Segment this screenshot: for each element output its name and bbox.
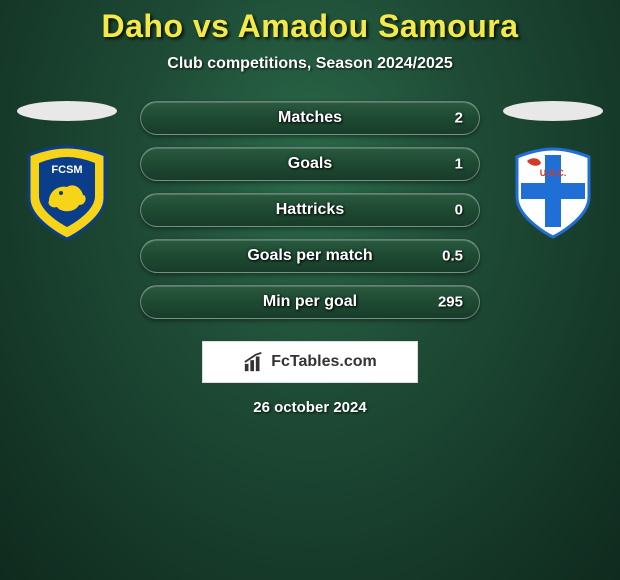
- usc-badge-icon: U.S.C.: [503, 143, 603, 243]
- stat-row-goals: Goals 1: [140, 147, 480, 181]
- attribution-text: FcTables.com: [271, 353, 377, 371]
- main-area: FCSM Matches 2 Goals 1 Hattricks 0 Goals: [0, 101, 620, 319]
- stat-value-right: 0: [455, 202, 463, 219]
- stats-column: Matches 2 Goals 1 Hattricks 0 Goals per …: [140, 101, 480, 319]
- stat-value-right: 2: [455, 110, 463, 127]
- stat-row-goals-per-match: Goals per match 0.5: [140, 239, 480, 273]
- club-badge-right: U.S.C.: [503, 143, 603, 243]
- subtitle: Club competitions, Season 2024/2025: [0, 55, 620, 73]
- svg-text:FCSM: FCSM: [51, 164, 82, 176]
- player-left-column: FCSM: [12, 101, 122, 243]
- date-line: 26 october 2024: [0, 399, 620, 416]
- stat-value-right: 0.5: [442, 248, 463, 265]
- stat-row-matches: Matches 2: [140, 101, 480, 135]
- page-title: Daho vs Amadou Samoura: [0, 8, 620, 45]
- stat-label: Matches: [278, 109, 342, 127]
- stat-label: Goals: [288, 155, 332, 173]
- club-badge-left: FCSM: [17, 143, 117, 243]
- stat-label: Goals per match: [247, 247, 372, 265]
- comparison-card: Daho vs Amadou Samoura Club competitions…: [0, 0, 620, 416]
- svg-text:U.S.C.: U.S.C.: [540, 168, 567, 178]
- stat-value-right: 295: [438, 294, 463, 311]
- fcsm-badge-icon: FCSM: [17, 143, 117, 243]
- attribution-box[interactable]: FcTables.com: [202, 341, 418, 383]
- player-left-silhouette: [17, 101, 117, 121]
- player-right-silhouette: [503, 101, 603, 121]
- stat-row-min-per-goal: Min per goal 295: [140, 285, 480, 319]
- stat-label: Min per goal: [263, 293, 357, 311]
- stat-label: Hattricks: [276, 201, 344, 219]
- bar-chart-icon: [243, 351, 265, 373]
- stat-value-right: 1: [455, 156, 463, 173]
- stat-row-hattricks: Hattricks 0: [140, 193, 480, 227]
- player-right-column: U.S.C.: [498, 101, 608, 243]
